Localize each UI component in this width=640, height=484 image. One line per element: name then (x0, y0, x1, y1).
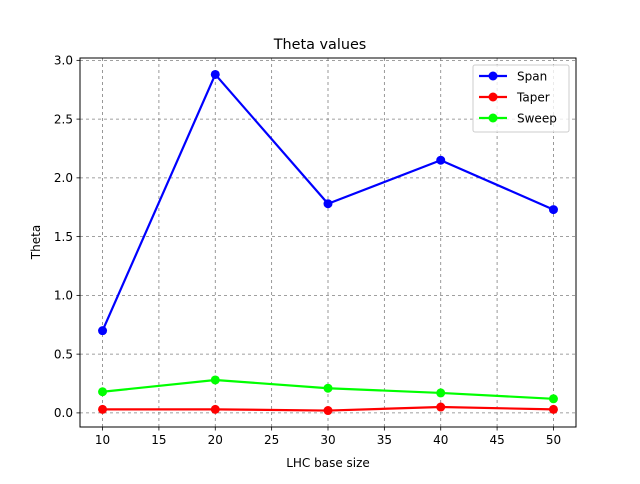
x-tick-label: 35 (377, 433, 392, 447)
x-axis: 10 15 20 25 30 35 40 45 50 (95, 427, 561, 447)
x-tick-label: 45 (489, 433, 504, 447)
y-tick-label: 2.5 (54, 112, 73, 126)
y-tick-label: 0.0 (54, 406, 73, 420)
x-tick-label: 25 (264, 433, 279, 447)
legend-label: Taper (516, 91, 550, 105)
x-axis-label: LHC base size (286, 456, 370, 470)
legend-item-sweep: Sweep (479, 112, 557, 126)
sweep-point (323, 383, 333, 393)
x-tick-label: 20 (208, 433, 223, 447)
sweep-point (548, 394, 558, 404)
span-point (436, 155, 446, 165)
series-layer (98, 69, 558, 416)
taper-point (323, 406, 333, 416)
x-tick-label: 10 (95, 433, 110, 447)
series-span (98, 69, 558, 336)
legend-marker (488, 71, 498, 81)
legend-label: Sweep (517, 112, 557, 126)
y-axis: 0.0 0.5 1.0 1.5 2.0 2.5 3.0 (54, 54, 80, 420)
y-axis-label: Theta (29, 225, 43, 260)
legend-item-taper: Taper (479, 91, 550, 105)
span-point (548, 205, 558, 215)
taper-point (98, 404, 108, 414)
legend-marker (488, 113, 498, 123)
y-tick-label: 0.5 (54, 347, 73, 361)
legend-label: Span (517, 70, 547, 84)
x-tick-label: 40 (433, 433, 448, 447)
y-tick-label: 3.0 (54, 54, 73, 68)
sweep-point (210, 375, 220, 385)
x-tick-label: 15 (151, 433, 166, 447)
y-tick-label: 1.5 (54, 230, 73, 244)
span-point (323, 199, 333, 209)
taper-point (436, 402, 446, 412)
legend-item-span: Span (479, 70, 547, 84)
taper-point (210, 404, 220, 414)
series-sweep (98, 375, 558, 404)
y-tick-label: 1.0 (54, 289, 73, 303)
legend-box (472, 64, 570, 133)
series-taper (98, 402, 558, 416)
y-tick-label: 2.0 (54, 171, 73, 185)
sweep-point (436, 388, 446, 398)
chart-title: Theta values (273, 37, 367, 53)
x-tick-label: 50 (546, 433, 561, 447)
legend-marker (488, 92, 498, 102)
legend: Span Taper Sweep (472, 64, 570, 133)
x-tick-label: 30 (320, 433, 335, 447)
taper-point (548, 404, 558, 414)
span-point (210, 69, 220, 79)
span-point (98, 326, 108, 336)
sweep-point (98, 387, 108, 397)
